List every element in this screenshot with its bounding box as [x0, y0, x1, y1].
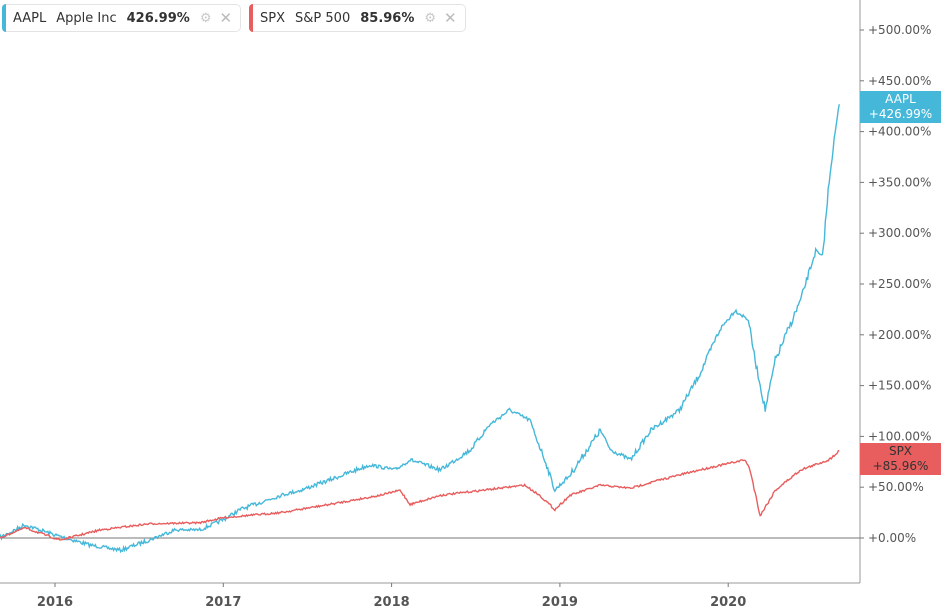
y-tick-label: +250.00% — [868, 277, 931, 291]
series-color-bar — [249, 4, 254, 32]
close-icon[interactable]: ✕ — [444, 9, 457, 27]
settings-icon[interactable]: ⚙ — [424, 10, 437, 26]
y-tick-label: +450.00% — [868, 74, 931, 88]
legend-name: S&P 500 — [295, 10, 351, 26]
series-color-bar — [2, 4, 6, 32]
legend-item-aapl[interactable]: AAPL Apple Inc 426.99% ⚙ ✕ — [2, 4, 242, 32]
price-tag-spx: SPX +85.96% — [860, 443, 941, 475]
x-tick-label: 2018 — [374, 595, 410, 610]
x-tick-label: 2019 — [542, 595, 578, 610]
x-tick-label: 2017 — [205, 595, 241, 610]
legend-ticker: SPX — [260, 10, 286, 26]
legend-name: Apple Inc — [56, 10, 117, 26]
y-tick-label: +0.00% — [868, 531, 916, 545]
y-tick-label: +100.00% — [868, 429, 931, 443]
settings-icon[interactable]: ⚙ — [199, 10, 212, 26]
series-line-spx — [0, 449, 840, 541]
legend-bar: AAPL Apple Inc 426.99% ⚙ ✕ SPX S&P 500 8… — [2, 4, 466, 32]
tag-value: +85.96% — [872, 459, 929, 473]
y-tick-label: +50.00% — [868, 480, 924, 494]
price-tag-aapl: AAPL +426.99% — [860, 91, 941, 123]
close-icon[interactable]: ✕ — [219, 9, 233, 27]
tag-value: +426.99% — [868, 107, 933, 121]
y-tick-label: +350.00% — [868, 175, 931, 189]
legend-percent: 426.99% — [126, 10, 190, 26]
x-tick-label: 2020 — [710, 595, 746, 610]
legend-item-spx[interactable]: SPX S&P 500 85.96% ⚙ ✕ — [249, 4, 466, 32]
series-line-aapl — [0, 104, 840, 554]
legend-percent: 85.96% — [360, 10, 415, 26]
legend-ticker: AAPL — [13, 10, 47, 26]
tag-ticker: AAPL — [885, 92, 916, 106]
y-tick-label: +300.00% — [868, 226, 931, 240]
tag-ticker: SPX — [888, 444, 913, 458]
y-tick-label: +150.00% — [868, 379, 931, 393]
y-tick-label: +400.00% — [868, 125, 931, 139]
x-tick-label: 2016 — [37, 595, 73, 610]
y-tick-label: +200.00% — [868, 328, 931, 342]
y-tick-label: +500.00% — [868, 23, 931, 37]
